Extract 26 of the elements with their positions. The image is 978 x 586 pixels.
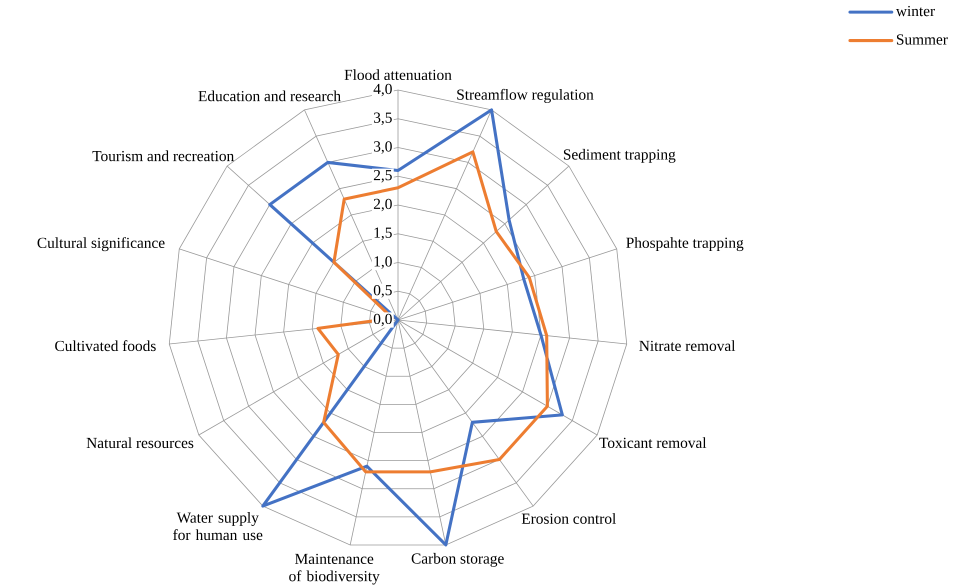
spoke-label: Streamflow regulation [457, 88, 594, 104]
y-tick-label: 1,5 [374, 228, 392, 240]
spoke-label: Education and research [198, 90, 341, 102]
spoke-label: Maintenance of biodiversity [289, 554, 380, 585]
y-tick-label: 2,5 [374, 170, 392, 183]
y-tick-label: 2,0 [374, 198, 392, 212]
y-tick-label: 3,5 [374, 112, 392, 126]
y-tick-label: 4,0 [374, 84, 392, 96]
spoke-label: Flood attenuation [344, 69, 452, 80]
spoke-label: Cultivated foods [55, 340, 156, 352]
spoke-label: Natural resources [86, 437, 194, 448]
y-tick-label: 0,0 [374, 314, 392, 326]
spoke-label: Toxicant removal [599, 437, 706, 448]
y-tick-label: 3,0 [374, 141, 392, 154]
spoke-label: Phospahte trapping [626, 237, 744, 252]
spoke-label: Nitrate removal [639, 340, 736, 352]
spoke-label: Carbon storage [412, 552, 504, 567]
y-tick-label: 1,0 [374, 256, 392, 269]
spoke-label: Cultural significance [38, 237, 165, 252]
spoke-label: Tourism and recreation [92, 150, 234, 162]
legend-label: winter [896, 6, 935, 16]
legend-label: Summer [896, 34, 948, 45]
spoke-label: Sediment trapping [564, 148, 676, 163]
spoke-label: Water supply for human use [173, 512, 262, 540]
spoke-label: Erosion control [522, 513, 616, 524]
y-tick-label: 0,5 [374, 285, 392, 298]
